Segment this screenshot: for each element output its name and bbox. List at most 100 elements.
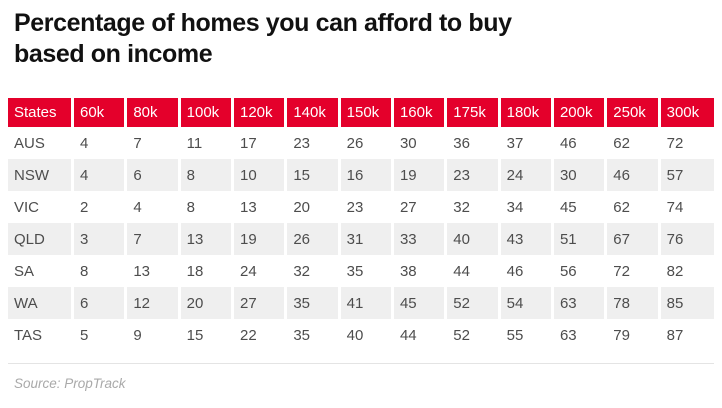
income-column-header-80k: 80k [127,98,181,127]
value-cell: 44 [447,255,501,287]
value-cell: 51 [553,223,608,255]
value-cell: 4 [74,127,128,159]
table-header-row: States 60k 80k 100k 120k 140k 150k 160k 175k 180k… [8,98,714,127]
income-column-header-100k: 100k [180,98,234,127]
value-cell: 24 [233,255,288,287]
state-cell: QLD [8,223,74,255]
value-cell: 23 [447,159,501,191]
value-cell: 63 [553,319,608,351]
value-cell: 52 [447,287,501,319]
value-cell: 11 [180,127,234,159]
states-column-header: States [8,98,74,127]
page-title-line2: based on income [14,40,213,68]
value-cell: 35 [287,319,341,351]
value-cell: 23 [340,191,394,223]
value-cell: 52 [447,319,501,351]
value-cell: 45 [393,287,448,319]
value-cell: 30 [553,159,608,191]
value-cell: 31 [340,223,394,255]
value-cell: 46 [500,255,554,287]
value-cell: 3 [74,223,128,255]
value-cell: 78 [607,287,661,319]
value-cell: 27 [233,287,288,319]
value-cell: 26 [287,223,341,255]
value-cell: 30 [393,127,448,159]
value-cell: 79 [607,319,661,351]
value-cell: 9 [127,319,181,351]
value-cell: 46 [553,127,608,159]
value-cell: 85 [660,287,714,319]
state-cell: VIC [8,191,74,223]
page-title-line1: Percentage of homes you can afford to bu… [14,9,512,37]
value-cell: 15 [287,159,341,191]
value-cell: 35 [340,255,394,287]
value-cell: 32 [447,191,501,223]
income-column-header-60k: 60k [74,98,128,127]
value-cell: 40 [340,319,394,351]
value-cell: 6 [74,287,128,319]
value-cell: 12 [127,287,181,319]
value-cell: 74 [660,191,714,223]
value-cell: 54 [500,287,554,319]
value-cell: 24 [500,159,554,191]
table-row-nsw: NSW 4 6 8 10 15 16 19 23 24 30 46 57 [8,159,714,191]
state-cell: TAS [8,319,74,351]
value-cell: 7 [127,127,181,159]
value-cell: 8 [180,159,234,191]
income-column-header-120k: 120k [233,98,288,127]
value-cell: 33 [393,223,448,255]
income-column-header-175k: 175k [447,98,501,127]
value-cell: 13 [180,223,234,255]
value-cell: 35 [287,287,341,319]
value-cell: 4 [74,159,128,191]
value-cell: 57 [660,159,714,191]
state-cell: SA [8,255,74,287]
value-cell: 82 [660,255,714,287]
value-cell: 43 [500,223,554,255]
value-cell: 62 [607,127,661,159]
value-cell: 32 [287,255,341,287]
income-column-header-200k: 200k [553,98,608,127]
value-cell: 45 [553,191,608,223]
affordability-table-graphic: Percentage of homes you can afford to bu… [0,8,722,408]
value-cell: 38 [393,255,448,287]
income-column-header-250k: 250k [607,98,661,127]
value-cell: 20 [287,191,341,223]
table-row-qld: QLD 3 7 13 19 26 31 33 40 43 51 67 76 [8,223,714,255]
value-cell: 7 [127,223,181,255]
value-cell: 15 [180,319,234,351]
value-cell: 41 [340,287,394,319]
value-cell: 44 [393,319,448,351]
value-cell: 5 [74,319,128,351]
value-cell: 87 [660,319,714,351]
value-cell: 19 [233,223,288,255]
value-cell: 36 [447,127,501,159]
value-cell: 4 [127,191,181,223]
table-row-tas: TAS 5 9 15 22 35 40 44 52 55 63 79 87 [8,319,714,351]
state-cell: AUS [8,127,74,159]
value-cell: 40 [447,223,501,255]
value-cell: 72 [660,127,714,159]
value-cell: 63 [553,287,608,319]
value-cell: 37 [500,127,554,159]
table-row-aus: AUS 4 7 11 17 23 26 30 36 37 46 62 72 [8,127,714,159]
value-cell: 8 [74,255,128,287]
value-cell: 6 [127,159,181,191]
income-column-header-140k: 140k [287,98,341,127]
value-cell: 72 [607,255,661,287]
value-cell: 20 [180,287,234,319]
affordability-table: States 60k 80k 100k 120k 140k 150k 160k 175k 180k… [8,98,714,351]
value-cell: 46 [607,159,661,191]
income-column-header-150k: 150k [340,98,394,127]
value-cell: 55 [500,319,554,351]
income-column-header-180k: 180k [500,98,554,127]
value-cell: 13 [233,191,288,223]
value-cell: 8 [180,191,234,223]
value-cell: 18 [180,255,234,287]
source-attribution: Source: PropTrack [14,376,126,391]
value-cell: 67 [607,223,661,255]
value-cell: 19 [393,159,448,191]
value-cell: 76 [660,223,714,255]
value-cell: 27 [393,191,448,223]
value-cell: 34 [500,191,554,223]
